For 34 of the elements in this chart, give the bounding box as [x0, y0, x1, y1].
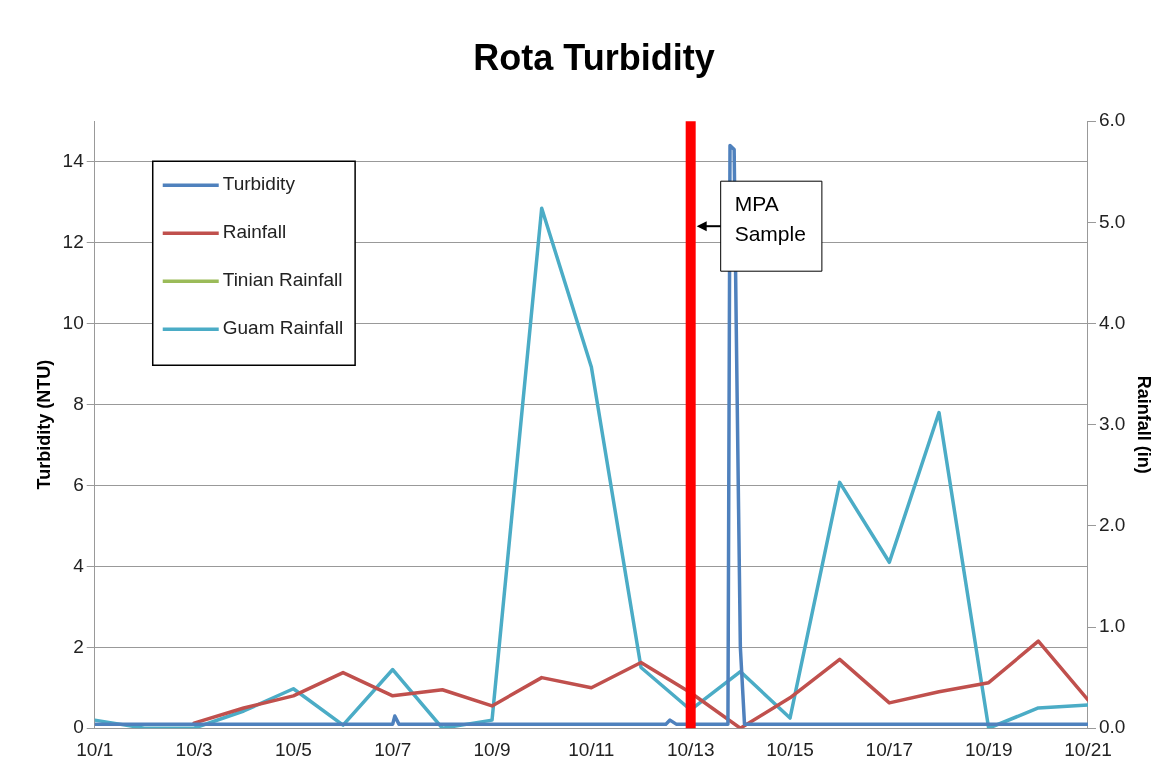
y2-tick-label: 3.0	[1098, 412, 1126, 434]
legend-label: Turbidity	[222, 173, 296, 195]
x-tick-label: 10/7	[374, 738, 412, 760]
x-tick-label: 10/1	[76, 738, 114, 760]
x-tick-label: 10/5	[274, 738, 312, 760]
x-tick-label: 10/3	[175, 738, 213, 760]
y2-tick-label: 5.0	[1098, 210, 1126, 232]
y-tick-label: 8	[73, 392, 84, 414]
legend-label: Guam Rainfall	[222, 317, 344, 339]
y2-tick-label: 0.0	[1098, 716, 1126, 738]
y2-tick-label: 6.0	[1098, 109, 1126, 131]
chart-title: Rota Turbidity	[473, 36, 715, 78]
y2-tick-label: 1.0	[1098, 615, 1126, 637]
y-tick-label: 12	[62, 230, 84, 252]
x-tick-label: 10/19	[964, 738, 1013, 760]
x-tick-label: 10/17	[865, 738, 914, 760]
y-tick-label: 2	[73, 635, 84, 657]
y2-tick-label: 4.0	[1098, 311, 1126, 333]
y-tick-label: 4	[73, 554, 85, 576]
legend-label: Rainfall	[222, 221, 287, 243]
y2-axis-title: Rainfall (in)	[1134, 375, 1155, 474]
y-axis-title: Turbidity (NTU)	[33, 359, 54, 490]
y-tick-label: 14	[62, 149, 85, 171]
x-tick-label: 10/11	[568, 738, 615, 760]
x-tick-label: 10/15	[766, 738, 814, 760]
y-tick-label: 6	[73, 473, 84, 495]
y-tick-label: 0	[73, 716, 84, 738]
legend-label: Tinian Rainfall	[222, 269, 343, 291]
x-tick-label: 10/21	[1064, 738, 1112, 760]
y-tick-label: 10	[62, 311, 84, 333]
ref-line-label: MPA Sample	[734, 192, 806, 246]
x-tick-label: 10/13	[666, 738, 715, 760]
y2-tick-label: 2.0	[1098, 514, 1126, 536]
x-tick-label: 10/9	[473, 738, 511, 760]
